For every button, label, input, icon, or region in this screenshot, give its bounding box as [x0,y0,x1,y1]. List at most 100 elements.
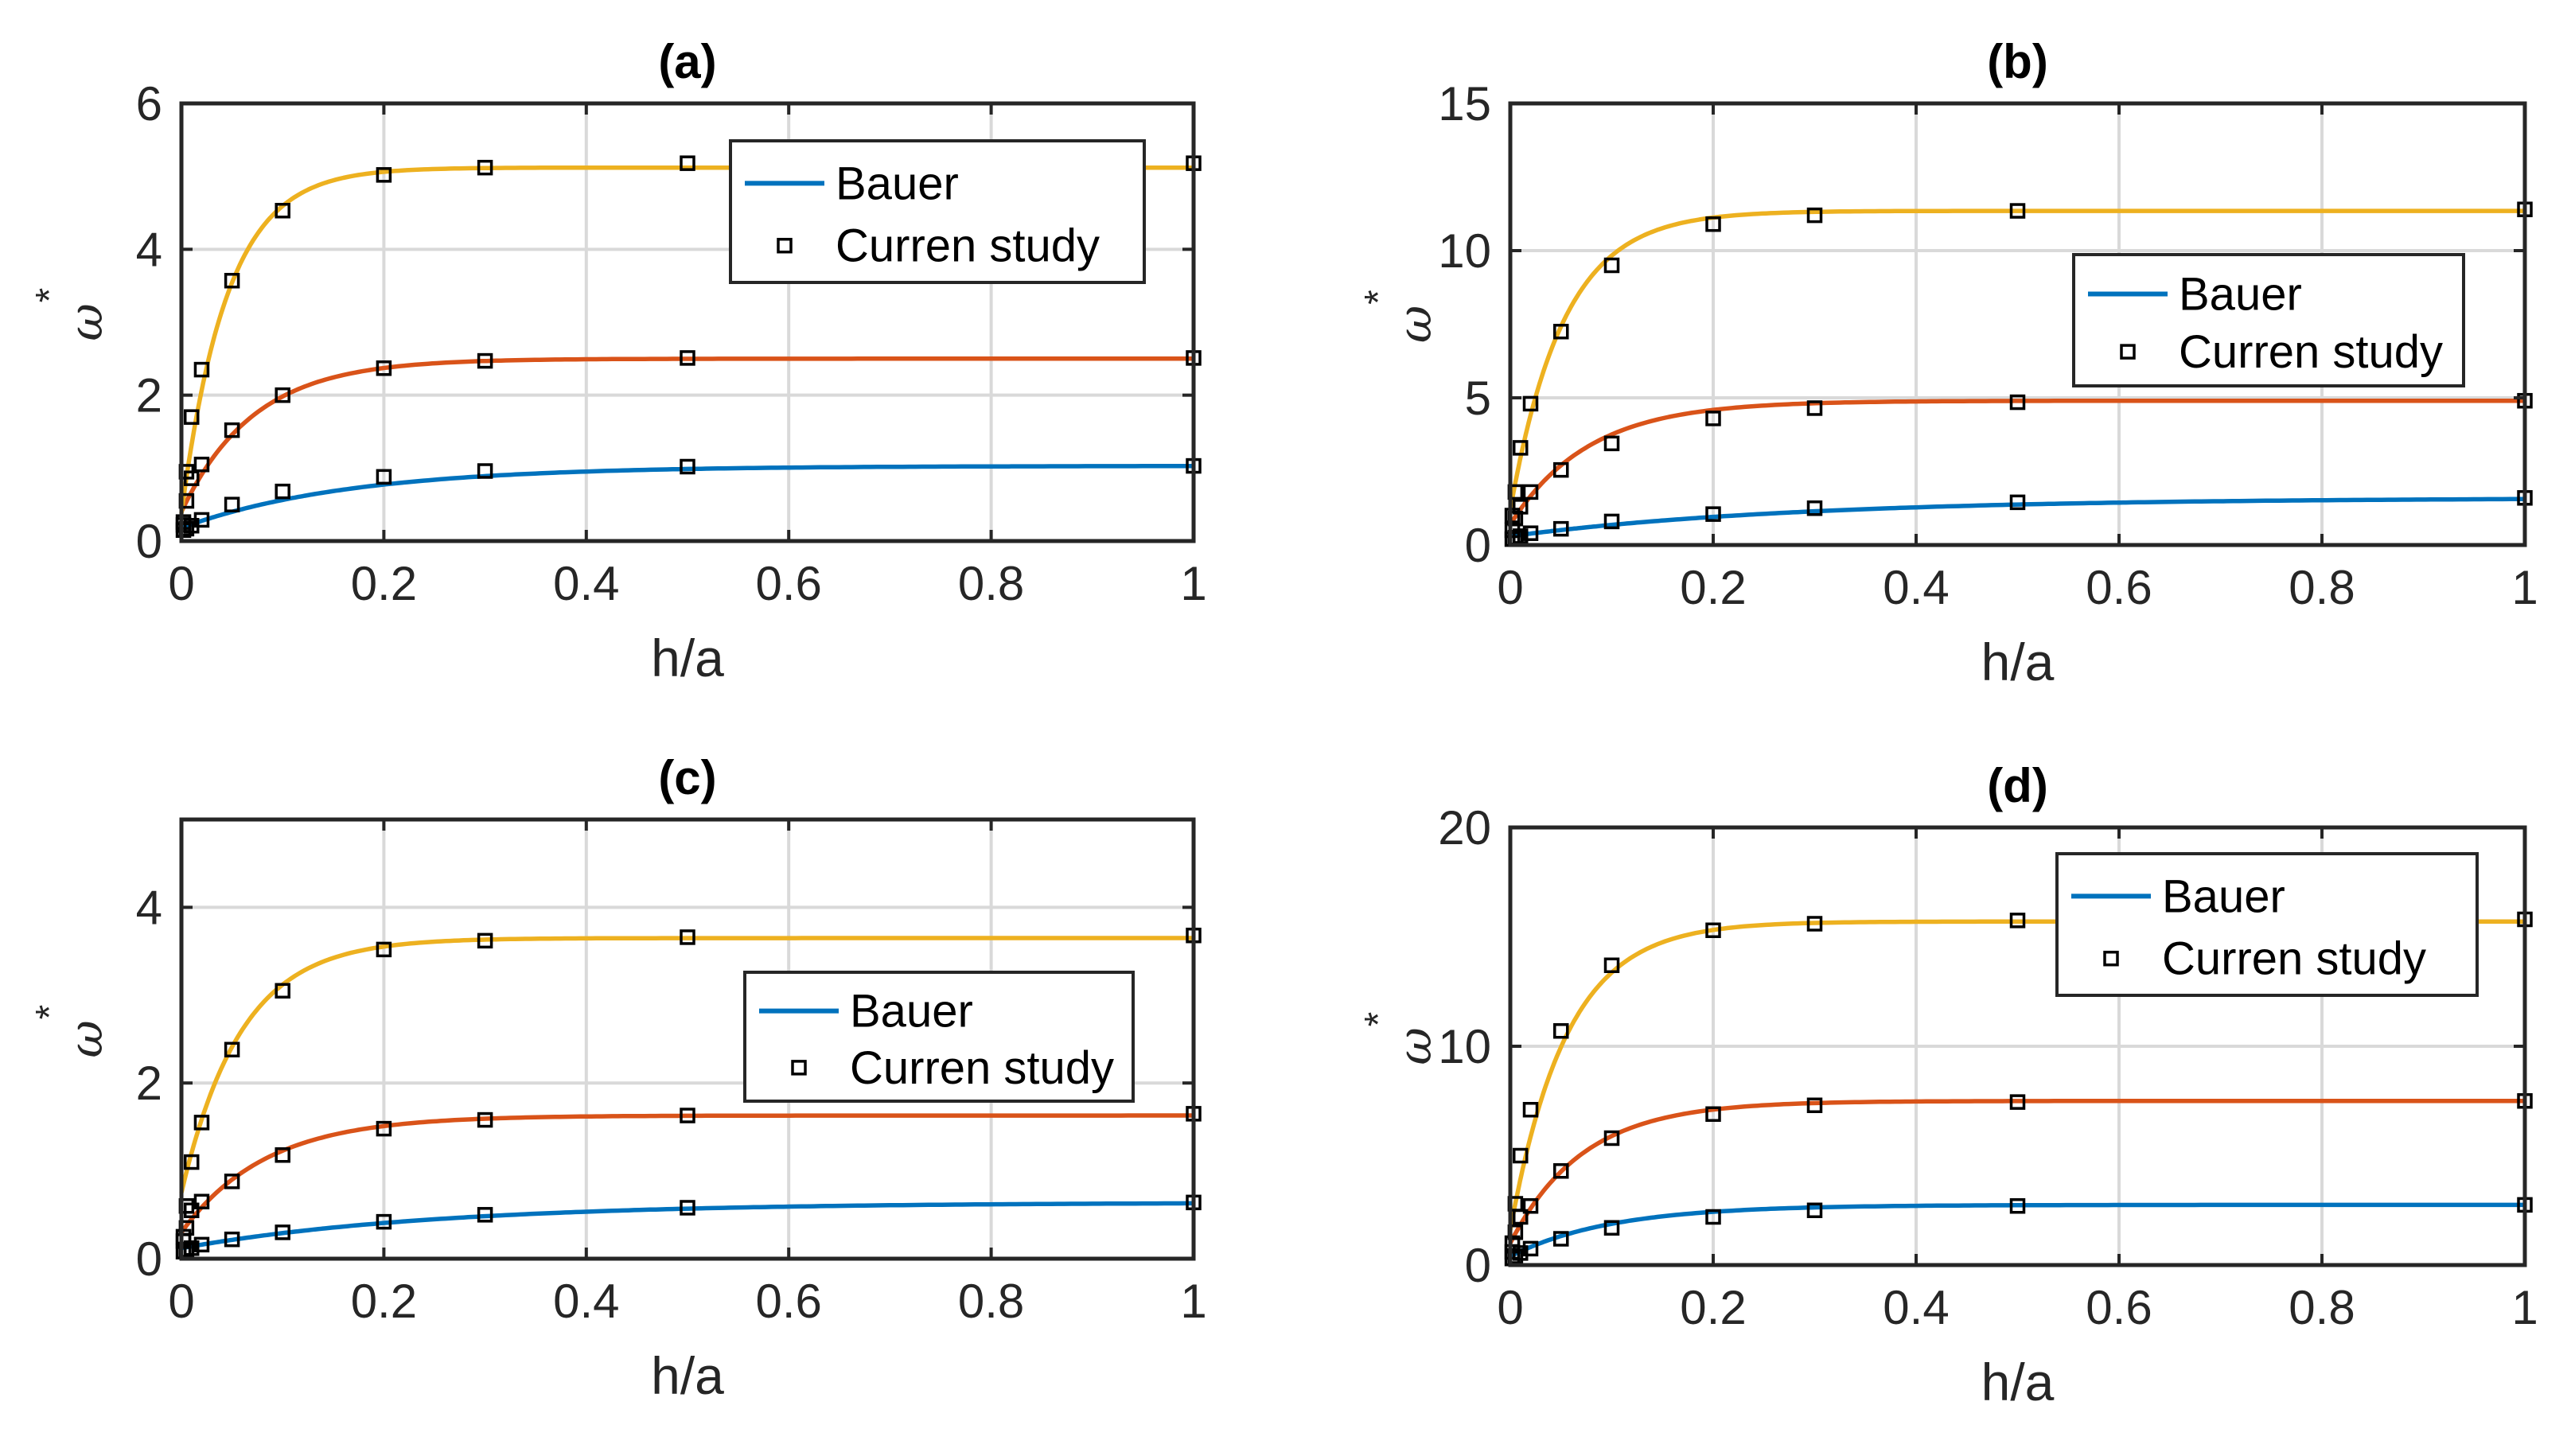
chart-panel-a: 0 0.2 0.4 0.6 0.8 1 0 2 4 6 (a) h/a ω* Bauer Curren st… [29,35,1207,687]
data-marker [175,1228,192,1245]
data-marker [2009,494,2026,511]
data-marker [193,1115,210,1131]
x-tick-label: 0.8 [2289,1281,2355,1334]
chart-title: (d) [1987,759,2048,812]
legend-label-curren-study: Curren study [2162,933,2426,985]
x-tick-label: 0.4 [1883,561,1949,614]
data-marker [1705,922,1721,938]
data-marker [1806,400,1823,416]
data-marker [193,512,210,528]
y-axis-label-symbol: ω [59,303,113,341]
x-tick-label: 0.6 [2086,1281,2152,1334]
x-tick-label: 0.6 [2086,561,2152,614]
chart-title: (c) [658,751,716,804]
data-marker [376,1213,392,1230]
data-marker [376,360,392,376]
data-marker [1504,1235,1521,1252]
data-marker [224,1231,240,1248]
legend-box [2072,253,2465,387]
data-marker [1806,207,1823,224]
y-axis-label-superscript: * [29,288,71,303]
legend: Bauer Curren study [729,139,1146,284]
x-tick-label: 0.4 [553,1275,619,1328]
data-marker [1806,916,1823,932]
data-marker [376,1120,392,1137]
data-marker [1553,1163,1569,1179]
data-marker [1603,513,1620,530]
data-marker [1522,1240,1539,1257]
y-tick-label: 0 [136,1232,162,1286]
data-marker [1603,1130,1620,1147]
data-marker [680,1200,695,1216]
data-marker [1553,461,1569,478]
data-marker [1522,395,1539,412]
data-marker [2009,1198,2026,1214]
data-marker [193,1236,210,1253]
data-marker [224,273,240,289]
series-line-yellow [1508,208,2525,512]
chart-title: (a) [658,35,716,88]
legend-label-curren-study: Curren study [2179,326,2443,378]
data-marker [1513,1147,1529,1164]
legend-label-bauer: Bauer [2179,269,2302,321]
series-line-yellow [179,936,1194,1194]
data-marker [1806,500,1823,516]
legend-label-bauer: Bauer [836,158,959,209]
data-marker [477,159,493,176]
data-marker [2009,913,2026,928]
data-marker [193,361,210,378]
data-marker [680,458,695,475]
y-tick-label: 2 [136,369,162,422]
data-marker [275,1224,290,1240]
x-tick-label: 1 [1180,557,1206,610]
data-marker [1522,1102,1539,1118]
data-marker [680,350,695,366]
x-tick-label: 0.4 [553,557,619,610]
y-axis-label-superscript: * [1358,290,1400,305]
data-marker [2009,394,2026,411]
legend-swatch-marker [2103,950,2119,967]
x-tick-label: 0 [168,557,194,610]
axes-frame [179,101,1196,543]
y-tick-label: 2 [136,1057,162,1110]
data-marker [193,1193,210,1209]
y-tick-label: 20 [1438,801,1491,855]
y-tick-label: 0 [136,515,162,568]
data-marker [1513,499,1529,515]
y-axis-label: ω* [29,1005,113,1058]
data-marker [275,483,290,500]
data-marker [193,457,210,473]
x-tick-label: 0.2 [351,1275,417,1328]
data-marker [2009,1094,2026,1110]
x-tick-label: 0 [1497,561,1523,614]
data-marker [376,167,392,183]
data-marker [224,1041,240,1057]
y-tick-label: 10 [1438,1020,1491,1073]
data-marker [477,1207,493,1223]
data-marker [2009,203,2026,219]
legend-label-curren-study: Curren study [836,220,1100,272]
data-marker [1522,525,1539,541]
data-marker [275,983,290,999]
data-marker [275,203,290,219]
x-tick-label: 0.8 [958,557,1024,610]
x-axis-label: h/a [651,629,724,687]
y-axis-label-symbol: ω [59,1020,113,1057]
data-marker [477,1111,493,1128]
x-tick-label: 0.6 [755,1275,821,1328]
data-marker [183,1154,200,1170]
x-axis-label: h/a [651,1346,724,1405]
y-tick-label: 0 [1465,519,1491,572]
x-axis-label: h/a [1981,633,2055,691]
data-marker [477,352,493,369]
x-tick-label: 0.8 [2289,561,2355,614]
data-marker [1705,1209,1721,1225]
x-tick-label: 0.8 [958,1275,1024,1328]
x-tick-label: 0.4 [1883,1281,1949,1334]
data-marker [1705,506,1721,522]
